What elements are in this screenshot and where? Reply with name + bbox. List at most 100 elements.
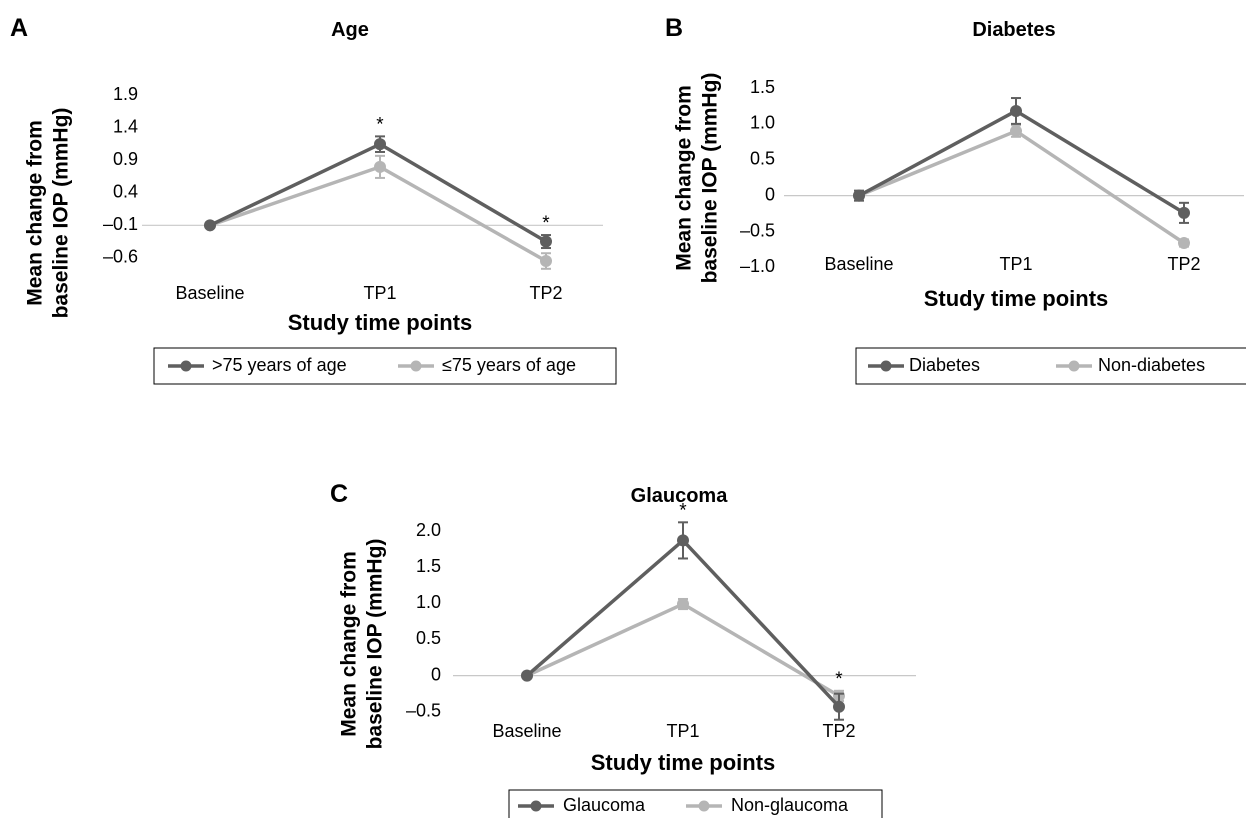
panel-letter: B	[665, 14, 683, 42]
panel-letter: A	[10, 14, 28, 42]
legend-label: Diabetes	[909, 355, 980, 375]
legend-swatch-marker	[880, 360, 892, 372]
data-point	[1010, 125, 1022, 138]
data-point	[1178, 206, 1190, 219]
series-dark	[521, 521, 845, 721]
series-dark	[853, 97, 1190, 224]
panel-a: A Age Mean change from baseline IOP (mmHg) 1…	[10, 14, 617, 385]
x-axis-label: Study time points	[288, 310, 473, 335]
y-tick-labels: 2.0 1.5 1.0 0.5 0 –0.5	[406, 520, 441, 721]
data-point	[833, 700, 845, 713]
y-tick-label: 0.5	[750, 149, 775, 169]
legend-box	[153, 347, 617, 385]
chart-title: Diabetes	[972, 19, 1055, 41]
series-line	[525, 538, 841, 708]
panel-c: C Glaucoma Mean change from baseline IOP (m…	[330, 480, 916, 818]
data-point	[204, 219, 216, 232]
series-light	[521, 597, 845, 702]
legend-item: >75 years of age	[168, 355, 347, 375]
legend-box	[855, 347, 1246, 385]
x-tick-label: TP2	[1167, 254, 1200, 274]
y-tick-label: –0.5	[406, 701, 441, 721]
legend-label: Non-diabetes	[1098, 355, 1205, 375]
legend-swatch-marker	[530, 800, 542, 812]
series-light	[204, 154, 552, 270]
data-point	[521, 669, 533, 682]
panel-letter: C	[330, 480, 348, 508]
data-point	[677, 598, 689, 611]
x-axis-label: Study time points	[591, 750, 776, 775]
y-tick-label: 0	[765, 184, 775, 204]
series-line	[526, 602, 840, 698]
legend-label: Glaucoma	[563, 795, 646, 815]
significance-marker: *	[542, 213, 550, 234]
legend: Glaucoma Non-glaucoma	[508, 789, 883, 818]
y-tick-label: 2.0	[416, 520, 441, 540]
y-tick-label: 1.0	[750, 113, 775, 133]
series-line	[209, 142, 547, 244]
y-axis-label: Mean change from baseline IOP (mmHg)	[673, 73, 722, 284]
legend-swatch-marker	[180, 360, 192, 372]
significance-marker: *	[835, 669, 843, 690]
x-tick-label: Baseline	[175, 283, 244, 303]
x-tick-label: TP1	[363, 283, 396, 303]
y-tick-label: –1.0	[740, 256, 775, 276]
y-tick-labels: 1.9 1.4 0.9 0.4 –0.1 –0.6	[103, 84, 138, 266]
y-tick-label: 1.0	[416, 592, 441, 612]
y-axis-label-line: baseline IOP (mmHg)	[364, 539, 387, 750]
y-axis-label: Mean change from baseline IOP (mmHg)	[338, 539, 387, 750]
y-axis-label-line: Mean change from	[673, 85, 696, 271]
x-tick-labels: Baseline TP1 TP2	[175, 283, 562, 303]
y-tick-label: 0.4	[113, 182, 138, 202]
chart-title: Age	[331, 19, 369, 41]
x-axis-label: Study time points	[924, 286, 1109, 311]
legend-swatch-marker	[698, 800, 710, 812]
y-tick-label: 0.9	[113, 149, 138, 169]
x-tick-label: Baseline	[824, 254, 893, 274]
legend-item: Non-glaucoma	[686, 795, 849, 815]
y-tick-label: –0.5	[740, 220, 775, 240]
x-tick-label: TP1	[666, 721, 699, 741]
y-tick-label: –0.6	[103, 247, 138, 267]
y-axis-label-line: Mean change from	[24, 120, 47, 306]
x-tick-label: TP2	[822, 721, 855, 741]
legend: Diabetes Non-diabetes	[855, 347, 1246, 385]
series-dark	[204, 135, 552, 250]
y-axis-label-line: baseline IOP (mmHg)	[50, 108, 73, 319]
y-tick-label: 1.9	[113, 84, 138, 104]
series-line	[858, 129, 1185, 245]
y-tick-label: 0	[431, 664, 441, 684]
legend-box	[508, 789, 883, 818]
x-tick-labels: Baseline TP1 TP2	[824, 254, 1200, 274]
legend-swatch-marker	[1068, 360, 1080, 372]
legend-item: ≤75 years of age	[398, 355, 576, 375]
data-point	[374, 160, 386, 173]
data-point	[1178, 237, 1190, 250]
x-tick-label: TP1	[999, 254, 1032, 274]
y-axis-label: Mean change from baseline IOP (mmHg)	[24, 108, 73, 319]
data-point	[540, 235, 552, 248]
legend-label: Non-glaucoma	[731, 795, 849, 815]
y-tick-label: 1.5	[416, 556, 441, 576]
y-tick-label: –0.1	[103, 214, 138, 234]
y-tick-label: 1.5	[750, 77, 775, 97]
y-axis-label-line: Mean change from	[338, 551, 361, 737]
series-line	[858, 109, 1185, 215]
y-axis-label-line: baseline IOP (mmHg)	[699, 73, 722, 284]
x-tick-label: TP2	[529, 283, 562, 303]
significance-marker: *	[679, 500, 687, 521]
legend-item: Diabetes	[868, 355, 980, 375]
legend-label: >75 years of age	[212, 355, 347, 375]
legend-label: ≤75 years of age	[442, 355, 576, 375]
x-tick-labels: Baseline TP1 TP2	[492, 721, 855, 741]
significance-marker: *	[376, 114, 384, 135]
y-tick-label: 1.4	[113, 117, 138, 137]
data-point	[853, 189, 865, 202]
panel-b: B Diabetes Mean change from baseline IOP (m…	[665, 14, 1246, 385]
data-point	[374, 138, 386, 151]
legend-item: Non-diabetes	[1056, 355, 1205, 375]
data-point	[540, 255, 552, 268]
x-tick-label: Baseline	[492, 721, 561, 741]
y-tick-label: 0.5	[416, 628, 441, 648]
